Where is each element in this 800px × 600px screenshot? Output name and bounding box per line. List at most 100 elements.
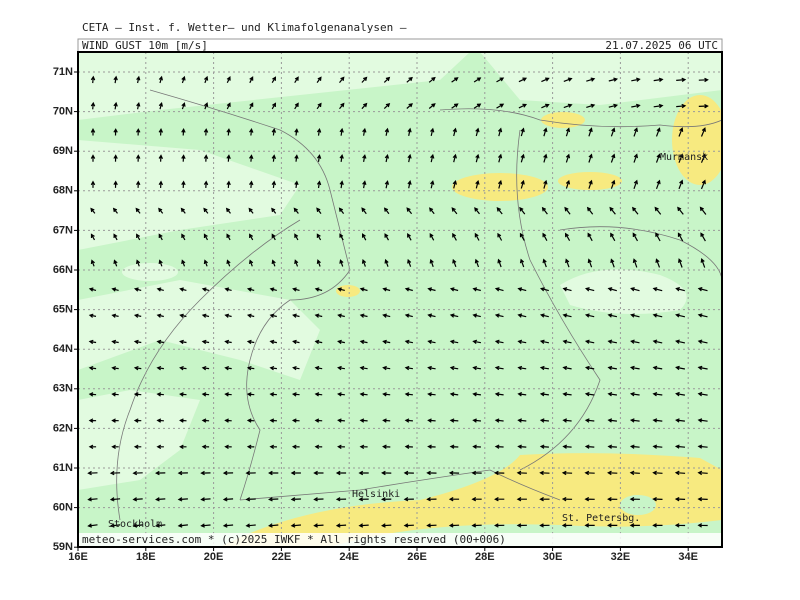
wind-arrow bbox=[246, 418, 255, 423]
field-yellow bbox=[336, 285, 360, 297]
wind-arrow bbox=[156, 444, 164, 450]
field-light bbox=[78, 280, 320, 380]
wind-arrow bbox=[359, 365, 368, 371]
wind-arrow bbox=[359, 287, 368, 292]
wind-arrow bbox=[339, 180, 344, 189]
variable-name: WIND_GUST_10m [m/s] bbox=[82, 39, 208, 52]
wind-arrow bbox=[518, 77, 528, 83]
wind-arrow bbox=[652, 444, 663, 449]
wind-arrow bbox=[224, 313, 232, 318]
wind-arrow bbox=[520, 127, 525, 137]
wind-arrow bbox=[674, 496, 686, 502]
wind-arrow bbox=[629, 365, 640, 371]
wind-arrow bbox=[294, 180, 299, 188]
wind-arrow bbox=[677, 206, 684, 215]
wind-arrow bbox=[517, 339, 527, 344]
wind-arrow bbox=[452, 232, 457, 241]
wind-arrow bbox=[226, 128, 231, 136]
wind-arrow bbox=[384, 127, 390, 136]
wind-arrow bbox=[113, 75, 118, 84]
wind-arrow bbox=[404, 339, 414, 345]
wind-arrow bbox=[294, 102, 299, 110]
wind-arrow bbox=[452, 127, 457, 137]
wind-arrow bbox=[474, 207, 480, 215]
lat-label: 61N bbox=[53, 462, 73, 474]
wind-arrow bbox=[652, 418, 663, 423]
wind-arrow bbox=[200, 470, 211, 476]
graticule bbox=[78, 52, 722, 547]
wind-arrow bbox=[316, 154, 322, 162]
wind-arrow bbox=[607, 365, 618, 371]
footer-bar bbox=[79, 533, 721, 546]
wind-arrow bbox=[88, 313, 97, 318]
wind-arrow bbox=[543, 127, 548, 137]
wind-arrow bbox=[90, 233, 96, 241]
wind-arrow bbox=[132, 497, 143, 502]
wind-arrow bbox=[607, 339, 618, 344]
field-yellow bbox=[541, 112, 585, 128]
wind-arrow bbox=[427, 287, 436, 292]
border bbox=[516, 129, 601, 471]
wind-arrow bbox=[404, 287, 413, 292]
wind-arrow bbox=[629, 392, 640, 397]
wind-arrow bbox=[678, 127, 684, 137]
wind-arrow bbox=[561, 523, 573, 528]
lon-label: 20E bbox=[204, 551, 224, 563]
wind-arrow bbox=[675, 391, 685, 397]
lat-label: 71N bbox=[53, 66, 73, 78]
wind-arrow bbox=[156, 392, 164, 397]
lat-label: 65N bbox=[53, 304, 73, 316]
wind-arrow bbox=[610, 232, 616, 242]
field-yellow bbox=[672, 95, 722, 185]
wind-arrow bbox=[519, 258, 525, 268]
wind-arrow bbox=[494, 523, 505, 528]
wind-arrow bbox=[633, 153, 638, 163]
wind-arrow bbox=[629, 496, 640, 502]
wind-arrow bbox=[474, 232, 480, 241]
wind-arrow bbox=[451, 77, 459, 83]
lon-label: 30E bbox=[543, 551, 563, 563]
wind-arrow bbox=[90, 207, 96, 214]
wind-arrow bbox=[565, 179, 571, 189]
wind-arrow bbox=[653, 103, 664, 109]
wind-arrow bbox=[630, 287, 640, 292]
wind-arrow bbox=[452, 153, 457, 163]
wind-arrow bbox=[561, 470, 573, 476]
wind-arrow bbox=[135, 128, 141, 136]
wind-arrow bbox=[382, 313, 391, 318]
coastline bbox=[559, 226, 722, 281]
wind-arrow bbox=[675, 339, 686, 344]
wind-arrow bbox=[563, 77, 573, 82]
wind-arrow bbox=[156, 287, 164, 292]
wind-arrow bbox=[292, 365, 300, 371]
wind-arrow bbox=[359, 418, 368, 423]
wind-arrow bbox=[362, 154, 367, 163]
wind-arrow bbox=[382, 365, 391, 371]
wind-arrow bbox=[290, 523, 301, 528]
wind-arrow bbox=[269, 444, 277, 450]
wind-arrow bbox=[88, 392, 97, 397]
wind-arrow bbox=[201, 444, 210, 450]
wind-arrow bbox=[179, 365, 187, 371]
wind-arrow bbox=[562, 418, 572, 423]
wind-arrow bbox=[607, 313, 618, 318]
wind-arrow bbox=[427, 313, 436, 318]
wind-arrow bbox=[652, 339, 663, 344]
wind-arrow bbox=[294, 233, 299, 241]
wind-arrow bbox=[609, 206, 616, 215]
wind-arrow bbox=[384, 153, 390, 163]
wind-arrow bbox=[452, 258, 457, 268]
wind-arrow bbox=[697, 391, 708, 397]
place-label: Murmansk bbox=[660, 152, 708, 163]
wind-arrow bbox=[339, 259, 344, 267]
lon-label: 22E bbox=[272, 551, 292, 563]
wind-arrow bbox=[314, 313, 323, 318]
wind-arrow bbox=[88, 418, 97, 423]
wind-arrow bbox=[316, 102, 322, 110]
wind-arrow bbox=[179, 313, 187, 318]
field-base bbox=[620, 495, 656, 515]
wind-arrow bbox=[629, 444, 640, 449]
wind-arrow bbox=[700, 127, 706, 137]
wind-arrow bbox=[136, 233, 141, 241]
